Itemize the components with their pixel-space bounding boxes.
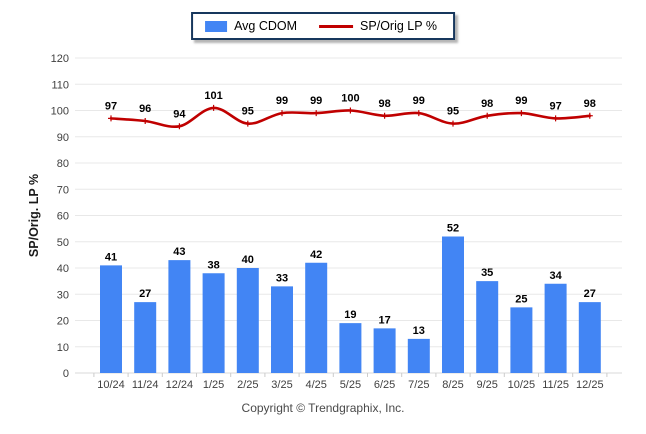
y-tick-label: 80 xyxy=(57,158,69,170)
bar-value-label: 41 xyxy=(105,251,117,263)
bar-value-label: 35 xyxy=(481,267,493,279)
bar-value-label: 25 xyxy=(515,293,527,305)
line-value-label: 99 xyxy=(413,95,425,107)
bar xyxy=(168,260,191,373)
line-value-label: 99 xyxy=(310,95,322,107)
y-tick-label: 120 xyxy=(51,53,69,65)
bar-series-swatch-icon xyxy=(205,20,228,32)
y-tick-label: 20 xyxy=(57,316,69,328)
y-axis-title: SP/Orig. LP % xyxy=(27,174,41,257)
line-value-label: 94 xyxy=(173,108,186,120)
legend-label-avg-cdom: Avg CDOM xyxy=(234,19,298,33)
x-tick-label: 9/25 xyxy=(476,379,497,391)
y-tick-label: 70 xyxy=(57,184,69,196)
x-tick-label: 12/25 xyxy=(576,379,604,391)
x-tick-label: 8/25 xyxy=(442,379,463,391)
y-tick-label: 30 xyxy=(57,289,69,301)
line-value-label: 98 xyxy=(481,98,493,110)
x-tick-label: 4/25 xyxy=(305,379,326,391)
line-value-label: 98 xyxy=(378,98,390,110)
line-value-label: 97 xyxy=(105,100,117,112)
legend-label-sp-orig-lp: SP/Orig LP % xyxy=(360,19,437,33)
bar xyxy=(476,281,499,373)
line-series-swatch-icon xyxy=(319,24,354,28)
line-value-label: 96 xyxy=(139,103,151,115)
bar xyxy=(134,302,157,373)
y-tick-label: 110 xyxy=(51,79,69,91)
line-value-label: 97 xyxy=(549,100,561,112)
x-tick-label: 7/25 xyxy=(408,379,429,391)
y-tick-label: 40 xyxy=(57,263,69,275)
bar xyxy=(271,286,293,373)
x-tick-label: 12/24 xyxy=(166,379,194,391)
x-tick-label: 3/25 xyxy=(271,379,292,391)
line-value-label: 99 xyxy=(515,95,527,107)
copyright-text: Copyright © Trendgraphix, Inc. xyxy=(241,401,405,415)
line-value-label: 100 xyxy=(341,93,359,105)
bar-value-label: 17 xyxy=(378,314,390,326)
bar-value-label: 13 xyxy=(413,325,425,337)
bar xyxy=(373,328,396,373)
bar-value-label: 38 xyxy=(207,259,219,271)
bar xyxy=(578,302,601,373)
x-tick-label: 6/25 xyxy=(374,379,395,391)
x-tick-label: 5/25 xyxy=(340,379,361,391)
bar-value-label: 27 xyxy=(584,288,596,300)
bar xyxy=(442,236,464,373)
bar xyxy=(100,265,122,373)
line-value-label: 98 xyxy=(584,98,596,110)
line-value-label: 99 xyxy=(276,95,288,107)
y-tick-label: 90 xyxy=(57,132,69,144)
y-tick-label: 10 xyxy=(57,342,69,354)
bar-value-label: 34 xyxy=(549,270,562,282)
line-value-label: 95 xyxy=(447,106,459,118)
chart-legend: Avg CDOM SP/Orig LP % xyxy=(191,12,455,40)
x-tick-label: 11/25 xyxy=(542,379,569,391)
y-tick-label: 50 xyxy=(57,237,69,249)
bar-value-label: 33 xyxy=(276,272,288,284)
legend-item-avg-cdom: Avg CDOM xyxy=(205,19,297,33)
line-value-label: 95 xyxy=(242,106,254,118)
x-tick-label: 10/24 xyxy=(97,379,125,391)
bar-value-label: 42 xyxy=(310,249,322,261)
y-tick-label: 0 xyxy=(63,368,69,380)
legend-item-sp-orig-lp: SP/Orig LP % xyxy=(319,19,437,33)
y-tick-label: 60 xyxy=(57,211,69,223)
bar-value-label: 52 xyxy=(447,223,459,235)
bar xyxy=(236,268,259,373)
bar xyxy=(407,338,430,373)
bar xyxy=(544,283,567,373)
y-tick-label: 100 xyxy=(51,106,69,118)
bar xyxy=(339,323,362,373)
x-tick-label: 1/25 xyxy=(203,379,224,391)
x-tick-label: 10/25 xyxy=(508,379,536,391)
bar xyxy=(510,307,533,373)
bar-value-label: 19 xyxy=(344,309,356,321)
bar-value-label: 27 xyxy=(139,288,151,300)
x-tick-label: 11/24 xyxy=(132,379,159,391)
bar xyxy=(202,273,225,373)
x-tick-label: 2/25 xyxy=(237,379,258,391)
bar-value-label: 43 xyxy=(173,246,185,258)
bar-value-label: 40 xyxy=(242,254,254,266)
bar xyxy=(305,262,328,373)
line-value-label: 101 xyxy=(204,90,222,102)
